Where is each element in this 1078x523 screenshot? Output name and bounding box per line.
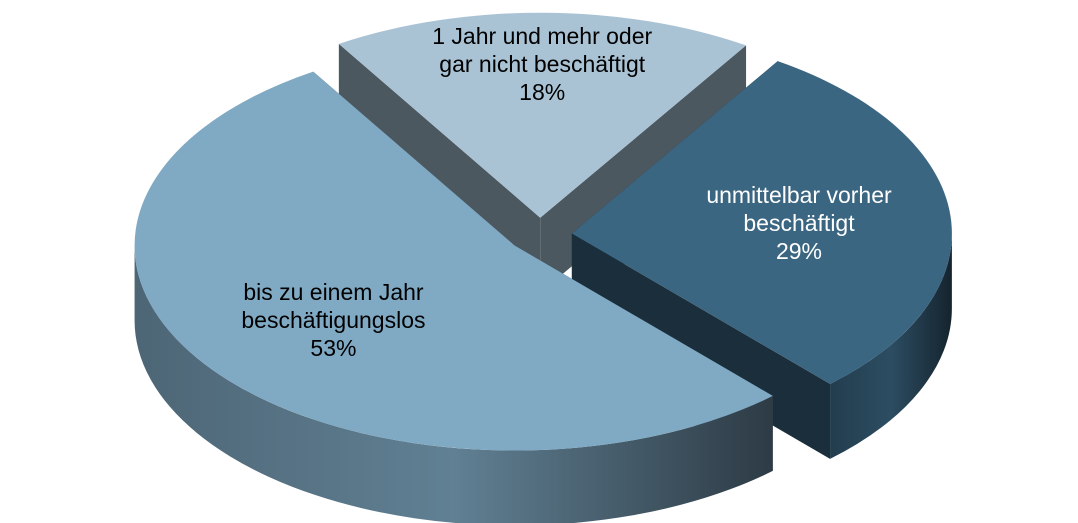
category-label: 1 Jahr und mehr oder gar nicht beschäfti… — [432, 22, 653, 77]
slice-rim — [830, 233, 952, 459]
value-label: 29% — [775, 237, 823, 264]
category-label: bis zu einem Jahr beschäftigungslos — [241, 279, 426, 334]
slice — [338, 12, 747, 218]
slice-label: unmittelbar vorher beschäftigt 29% — [669, 181, 929, 265]
category-label: unmittelbar vorher beschäftigt — [706, 181, 892, 236]
slice-rim — [134, 245, 773, 523]
value-label: 18% — [519, 78, 566, 105]
slice-label: bis zu einem Jahr beschäftigungslos 53% — [203, 278, 463, 362]
slice — [571, 61, 952, 384]
slice-label: 1 Jahr und mehr oder gar nicht beschäfti… — [412, 22, 672, 106]
value-label: 53% — [310, 335, 357, 362]
slice — [134, 71, 773, 451]
